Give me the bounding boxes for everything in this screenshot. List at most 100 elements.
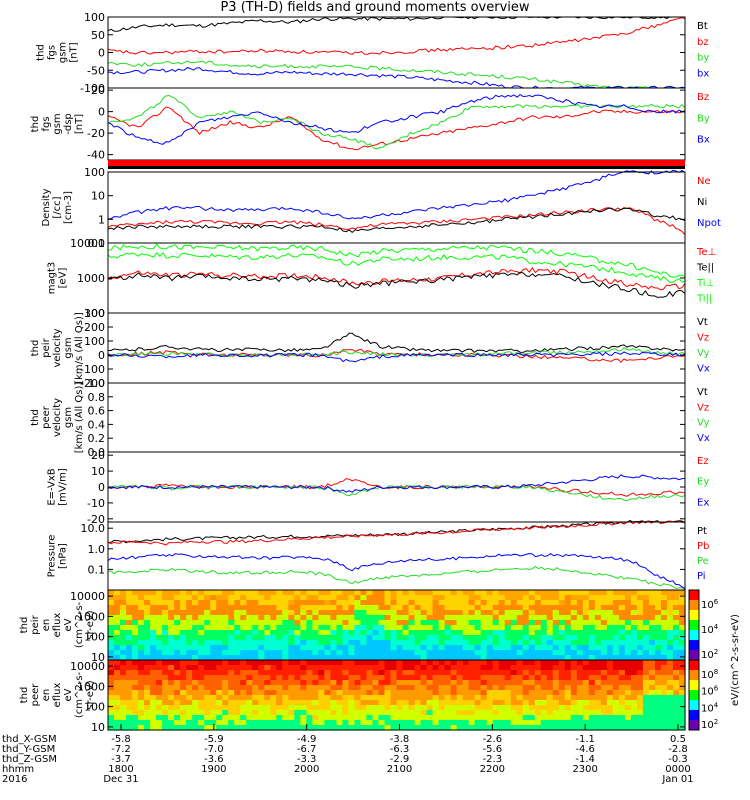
spectrogram-cell (570, 705, 578, 711)
spectrogram-cell (282, 605, 289, 611)
spectrogram-cell (438, 630, 446, 636)
spectrogram-cell (324, 590, 331, 596)
spectrogram-cell (180, 605, 187, 611)
spectrogram-cell (552, 620, 560, 626)
spectrogram-cell (300, 705, 307, 711)
spectrogram-cell (522, 625, 530, 631)
spectrogram-cell (678, 685, 686, 691)
spectrogram-cell (504, 700, 512, 706)
spectrogram-cell (498, 705, 506, 711)
spectrogram-cell (150, 685, 157, 691)
spectrogram-cell (198, 635, 205, 641)
spectrogram-cell (192, 665, 199, 671)
spectrogram-cell (468, 650, 476, 656)
spectrogram-cell (324, 690, 331, 696)
spectrogram-cell (384, 650, 392, 656)
spectrogram-cell (300, 600, 307, 606)
spectrogram-cell (606, 655, 614, 661)
spectrogram-cell (306, 715, 313, 721)
spectrogram-cell (120, 715, 127, 721)
spectrogram-cell (234, 605, 241, 611)
spectrogram-cell (168, 650, 175, 656)
spectrogram-cell (276, 700, 283, 706)
spectrogram-cell (564, 710, 572, 716)
spectrogram-cell (300, 605, 307, 611)
y-tick-label: 50 (91, 29, 105, 42)
spectrogram-cell (654, 605, 662, 611)
spectrogram-cell (558, 690, 566, 696)
spectrogram-cell (228, 675, 235, 681)
spectrogram-cell (192, 690, 199, 696)
spectrogram-cell (354, 690, 362, 696)
spectrogram-cell (258, 675, 265, 681)
spectrogram-cell (246, 725, 253, 731)
spectrogram-cell (420, 620, 428, 626)
spectrogram-cell (468, 715, 476, 721)
spectrogram-cell (276, 645, 283, 651)
spectrogram-cell (522, 605, 530, 611)
spectrogram-cell (150, 600, 157, 606)
spectrogram-cell (186, 720, 193, 726)
spectrogram-cell (120, 590, 127, 596)
spectrogram-cell (324, 695, 331, 701)
spectrogram-cell (354, 625, 362, 631)
spectrogram-cell (426, 680, 434, 686)
spectrogram-cell (162, 720, 169, 726)
spectrogram-cell (672, 680, 680, 686)
spectrogram-cell (504, 620, 512, 626)
spectrogram-cell (228, 660, 235, 666)
spectrogram-cell (162, 600, 169, 606)
spectrogram-cell (564, 705, 572, 711)
spectrogram-cell (540, 600, 548, 606)
spectrogram-cell (174, 610, 181, 616)
spectrogram-cell (534, 705, 542, 711)
spectrogram-cell (318, 615, 325, 621)
x-tick-label: 1800 (108, 764, 133, 775)
spectrogram-cell (108, 720, 115, 726)
spectrogram-cell (420, 625, 428, 631)
spectrogram-cell (276, 705, 283, 711)
spectrogram-cell (324, 635, 331, 641)
spectrogram-cell (366, 675, 374, 681)
spectrogram-cell (360, 620, 368, 626)
spectrogram-cell (156, 625, 163, 631)
spectrogram-cell (258, 610, 265, 616)
spectrogram-cell (162, 660, 169, 666)
spectrogram-cell (348, 625, 356, 631)
y-axis-label: gsm (63, 337, 74, 358)
spectrogram-cell (276, 595, 283, 601)
spectrogram-cell (276, 630, 283, 636)
spectrogram-cell (312, 610, 319, 616)
spectrogram-cell (432, 705, 440, 711)
spectrogram-cell (612, 690, 620, 696)
spectrogram-cell (600, 590, 608, 596)
spectrogram-cell (282, 620, 289, 626)
spectrogram-cell (378, 680, 386, 686)
spectrogram-cell (648, 615, 656, 621)
spectrogram-cell (432, 670, 440, 676)
spectrogram-cell (414, 665, 422, 671)
spectrogram-cell (276, 720, 283, 726)
y-tick-label: 0.6 (88, 405, 106, 418)
spectrogram-cell (618, 725, 626, 731)
spectrogram-cell (438, 590, 446, 596)
spectrogram-cell (606, 630, 614, 636)
spectrogram-cell (654, 640, 662, 646)
spectrogram-cell (396, 635, 404, 641)
spectrogram-cell (156, 635, 163, 641)
spectrogram-cell (210, 590, 217, 596)
panel-frame (107, 382, 686, 453)
spectrogram-cell (168, 655, 175, 661)
spectrogram-cell (468, 695, 476, 701)
spectrogram-cell (306, 665, 313, 671)
spectrogram-cell (330, 715, 337, 721)
spectrogram-cell (144, 655, 151, 661)
spectrogram-cell (228, 705, 235, 711)
spectrogram-cell (570, 590, 578, 596)
spectrogram-cell (438, 660, 446, 666)
spectrogram-cell (216, 640, 223, 646)
spectrogram-cell (384, 670, 392, 676)
spectrogram-cell (648, 600, 656, 606)
series-line-Ti⊥ (107, 251, 686, 283)
spectrogram-cell (630, 715, 638, 721)
